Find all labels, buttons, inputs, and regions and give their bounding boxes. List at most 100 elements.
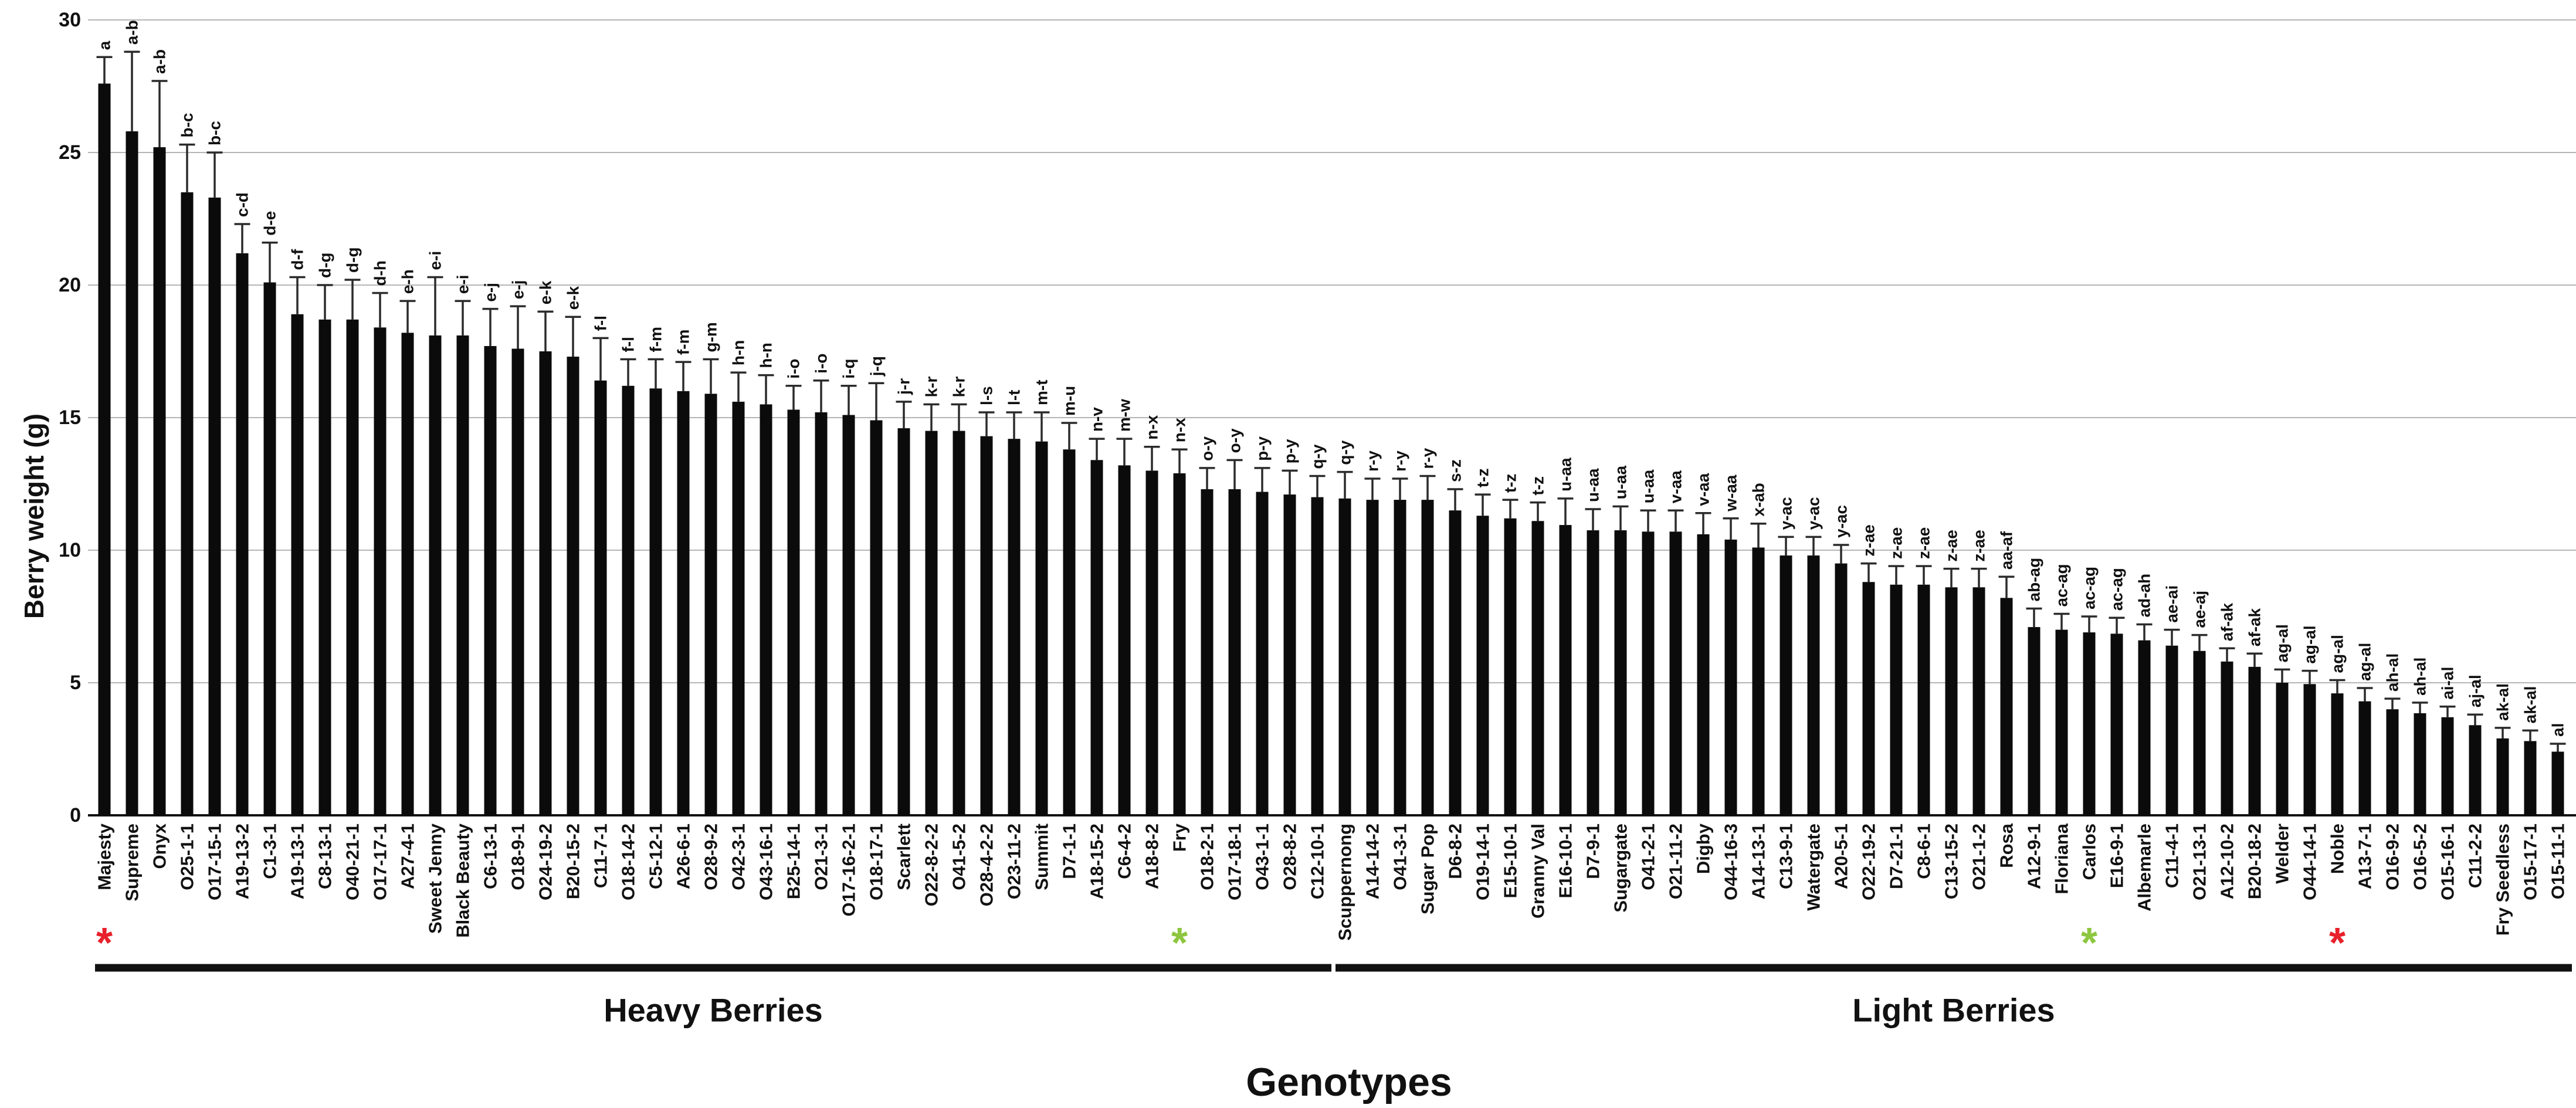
x-tick-label: C11-2-2	[2465, 824, 2486, 888]
significance-letters: aa-af	[1998, 531, 2016, 570]
significance-letters: v-aa	[1667, 470, 1685, 503]
x-tick-label: Rosa	[1997, 823, 2017, 868]
bar	[2055, 629, 2068, 815]
bar	[980, 436, 993, 815]
x-tick-label: C11-4-1	[2162, 824, 2182, 888]
x-tick-label: O21-1-2	[1969, 824, 1989, 890]
significance-letters: af-ak	[2218, 602, 2236, 641]
significance-letters: u-aa	[1584, 468, 1602, 502]
x-tick-label: C8-13-1	[315, 824, 335, 889]
x-tick-label: O44-16-3	[1721, 824, 1741, 900]
bar	[1531, 521, 1544, 815]
x-tick-label: C6-4-2	[1114, 824, 1135, 879]
x-tick-label: O22-19-2	[1859, 824, 1879, 900]
significance-letters: h-n	[730, 340, 748, 366]
x-tick-label: O17-15-1	[205, 824, 225, 900]
significance-letters: u-aa	[1639, 469, 1658, 503]
bar	[2358, 701, 2371, 815]
x-tick-label: C1-3-1	[260, 824, 280, 879]
significance-letters: p-y	[1253, 436, 1272, 460]
bar	[1862, 582, 1875, 815]
x-tick-label: O19-14-1	[1473, 824, 1493, 900]
bar	[787, 409, 800, 815]
bar	[1118, 465, 1131, 815]
bar	[1890, 584, 1903, 815]
significance-letters: n-x	[1143, 415, 1161, 439]
bar	[2028, 627, 2041, 815]
significance-letters: e-k	[537, 280, 555, 304]
x-tick-label: Scuppernong	[1335, 824, 1355, 941]
x-tick-label: B20-15-2	[563, 824, 584, 899]
x-tick-label: Floriana	[2052, 823, 2072, 894]
significance-letters: k-r	[950, 377, 968, 398]
bar	[1972, 587, 1985, 815]
x-tick-label: Sugar Pop	[1418, 824, 1438, 914]
bar	[925, 431, 938, 815]
x-tick-label: B20-18-2	[2245, 824, 2265, 899]
bar	[263, 282, 276, 816]
bar	[98, 83, 111, 816]
x-tick-label: C6-13-1	[480, 824, 501, 889]
significance-letters: f-m	[674, 330, 693, 355]
bar	[1835, 563, 1848, 815]
significance-letters: ah-al	[2411, 658, 2429, 696]
bar	[1476, 516, 1489, 815]
significance-letters: ag-al	[2328, 635, 2347, 673]
bar	[732, 401, 745, 815]
significance-letters: z-ae	[1860, 524, 1878, 556]
significance-letters: t-z	[1474, 468, 1492, 487]
significance-letters: o-y	[1226, 428, 1244, 453]
light-berries-group-label: Light Berries	[1852, 992, 2055, 1029]
x-tick-label: E16-10-1	[1555, 824, 1576, 899]
y-tick-label: 15	[59, 406, 81, 429]
bar	[1256, 492, 1269, 815]
x-tick-label: O44-14-1	[2300, 824, 2320, 900]
y-axis-title: Berry weight (g)	[19, 414, 49, 619]
significance-letters: y-ac	[1832, 505, 1850, 538]
bar	[318, 319, 331, 815]
significance-letters: ae-aj	[2191, 591, 2209, 628]
significance-letters: aj-al	[2466, 675, 2485, 707]
significance-letters: a-b	[123, 20, 141, 45]
bar	[401, 333, 414, 815]
significance-letters: a	[96, 40, 114, 50]
bar	[842, 415, 855, 815]
x-tick-label: A26-6-1	[673, 824, 694, 889]
x-tick-label: A19-13-1	[287, 824, 308, 899]
bar	[649, 388, 662, 815]
bar	[953, 431, 965, 815]
significance-letters: e-j	[509, 280, 527, 299]
x-tick-label: A14-14-2	[1362, 824, 1383, 899]
x-tick-label: O18-9-1	[508, 824, 528, 890]
y-tick-label: 25	[59, 141, 81, 164]
x-tick-label: O17-16-2-1	[839, 824, 859, 917]
y-tick-label: 0	[70, 804, 81, 826]
x-tick-label: Summit	[1032, 824, 1052, 890]
bar	[1394, 500, 1406, 815]
bar	[1587, 530, 1599, 815]
x-tick-label: Noble	[2327, 824, 2348, 874]
significance-letters: ak-al	[2494, 683, 2512, 721]
x-tick-label: O28-9-2	[701, 824, 721, 890]
significance-letters: i-o	[812, 354, 831, 374]
x-tick-label: O18-14-2	[618, 824, 639, 900]
bar	[1559, 525, 1572, 815]
significance-letters: f-l	[592, 316, 610, 331]
bar	[374, 327, 387, 815]
significance-letters: d-e	[261, 211, 279, 236]
significance-letters: u-aa	[1557, 458, 1575, 492]
bar	[1642, 531, 1655, 815]
significance-letters: d-g	[316, 252, 334, 278]
bar	[1090, 460, 1103, 815]
x-tick-label: Black Beauty	[453, 823, 473, 937]
x-tick-label: D7-21-1	[1886, 824, 1907, 889]
significance-letters: d-g	[344, 247, 362, 273]
x-tick-label: Fry	[1170, 823, 1190, 852]
significance-letters: ad-ah	[2136, 574, 2154, 618]
bar	[1504, 518, 1517, 815]
significance-letters: d-h	[371, 260, 389, 286]
bar	[1945, 587, 1958, 815]
x-tick-label: O41-3-1	[1390, 824, 1411, 890]
significance-letters: u-aa	[1612, 465, 1630, 499]
x-tick-label: O21-3-1	[811, 824, 832, 890]
